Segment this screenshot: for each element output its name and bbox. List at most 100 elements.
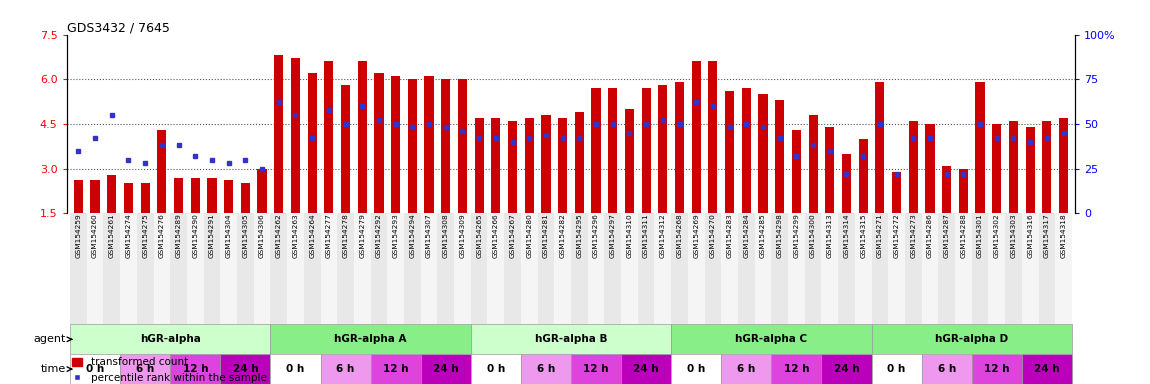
Text: GSM154279: GSM154279 (359, 213, 366, 258)
Bar (1009, 121, 1018, 213)
Text: GSM154303: GSM154303 (1011, 213, 1017, 258)
Bar (875, 82, 884, 213)
Bar (754, 213, 772, 324)
Bar (370, 354, 421, 384)
Bar (721, 354, 772, 384)
Bar (421, 354, 470, 384)
Text: 0 h: 0 h (687, 364, 705, 374)
Text: GSM154269: GSM154269 (693, 213, 699, 258)
Bar (504, 213, 521, 324)
Text: 12 h: 12 h (783, 364, 810, 374)
Bar (921, 354, 972, 384)
Bar (1042, 121, 1051, 213)
Bar (288, 213, 304, 324)
Text: GSM154277: GSM154277 (325, 213, 332, 258)
Bar (621, 354, 672, 384)
Bar (354, 213, 370, 324)
Bar (107, 175, 116, 213)
Bar (404, 213, 421, 324)
Bar (772, 213, 788, 324)
Bar (442, 79, 451, 213)
Bar (270, 324, 470, 354)
Bar (470, 354, 521, 384)
Text: GSM154267: GSM154267 (509, 213, 515, 258)
Bar (421, 213, 437, 324)
Bar (221, 354, 270, 384)
Bar (775, 100, 784, 213)
Bar (104, 213, 120, 324)
Text: 24 h: 24 h (834, 364, 859, 374)
Text: GSM154270: GSM154270 (710, 213, 716, 258)
Text: 24 h: 24 h (1034, 364, 1059, 374)
Bar (321, 354, 370, 384)
Text: 12 h: 12 h (583, 364, 608, 374)
Bar (370, 213, 388, 324)
Text: GSM154293: GSM154293 (392, 213, 399, 258)
Text: GSM154313: GSM154313 (827, 213, 833, 258)
Bar (724, 91, 734, 213)
Bar (91, 180, 100, 213)
Text: GSM154296: GSM154296 (593, 213, 599, 258)
Bar (805, 213, 821, 324)
Text: 0 h: 0 h (486, 364, 505, 374)
Bar (470, 324, 672, 354)
Text: GDS3432 / 7645: GDS3432 / 7645 (67, 22, 169, 35)
Text: GSM154308: GSM154308 (443, 213, 448, 258)
Bar (86, 213, 104, 324)
Bar (221, 213, 237, 324)
Text: hGR-alpha: hGR-alpha (140, 334, 200, 344)
Bar (1038, 213, 1056, 324)
Text: hGR-alpha C: hGR-alpha C (735, 334, 807, 344)
Bar (191, 177, 200, 213)
Bar (1056, 213, 1072, 324)
Text: GSM154316: GSM154316 (1027, 213, 1033, 258)
Bar (672, 213, 688, 324)
Bar (454, 213, 470, 324)
Text: GSM154288: GSM154288 (960, 213, 966, 258)
Text: GSM154302: GSM154302 (994, 213, 999, 258)
Bar (437, 213, 454, 324)
Bar (291, 58, 300, 213)
Text: 24 h: 24 h (232, 364, 259, 374)
Bar (892, 172, 902, 213)
Bar (672, 324, 872, 354)
Bar (872, 354, 921, 384)
Text: GSM154291: GSM154291 (209, 213, 215, 258)
Bar (124, 184, 133, 213)
Text: GSM154273: GSM154273 (911, 213, 917, 258)
Bar (1059, 118, 1068, 213)
Bar (738, 213, 754, 324)
Text: GSM154271: GSM154271 (877, 213, 883, 258)
Bar (154, 213, 170, 324)
Bar (458, 79, 467, 213)
Bar (1022, 213, 1038, 324)
Text: GSM154301: GSM154301 (978, 213, 983, 258)
Bar (470, 213, 488, 324)
Bar (675, 82, 684, 213)
Bar (975, 82, 984, 213)
Bar (605, 213, 621, 324)
Text: GSM154289: GSM154289 (176, 213, 182, 258)
Text: GSM154285: GSM154285 (760, 213, 766, 258)
Text: 0 h: 0 h (86, 364, 105, 374)
Text: GSM154318: GSM154318 (1060, 213, 1066, 258)
Text: GSM154311: GSM154311 (643, 213, 649, 258)
Text: hGR-alpha D: hGR-alpha D (935, 334, 1009, 344)
Text: GSM154276: GSM154276 (159, 213, 164, 258)
Bar (120, 213, 137, 324)
Bar (324, 61, 333, 213)
Text: GSM154268: GSM154268 (676, 213, 682, 258)
Text: GSM154278: GSM154278 (343, 213, 348, 258)
Text: GSM154263: GSM154263 (292, 213, 299, 258)
Bar (905, 213, 921, 324)
Bar (1022, 354, 1072, 384)
Bar (558, 118, 567, 213)
Bar (821, 354, 872, 384)
Bar (158, 130, 167, 213)
Bar (70, 354, 120, 384)
Bar (942, 166, 951, 213)
Bar (992, 124, 1002, 213)
Bar (270, 354, 321, 384)
Text: 6 h: 6 h (537, 364, 555, 374)
Bar (391, 76, 400, 213)
